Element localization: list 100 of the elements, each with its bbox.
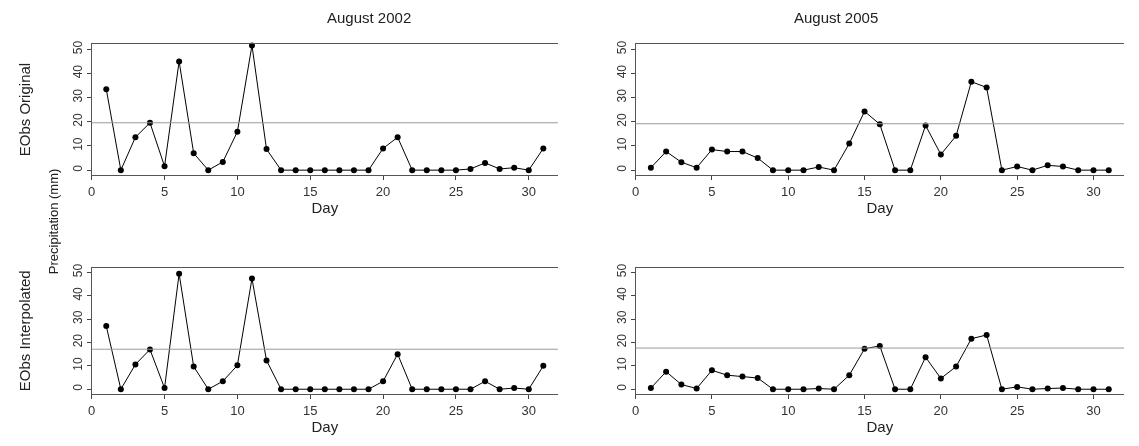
- point: [350, 386, 357, 393]
- point: [511, 164, 518, 171]
- point: [1090, 167, 1097, 174]
- point: [663, 368, 670, 375]
- point: [678, 159, 685, 166]
- x-axis-title: Day: [866, 198, 894, 216]
- point: [423, 386, 430, 393]
- x-tick-label: 15: [857, 402, 872, 418]
- x-tick-label: 10: [230, 402, 245, 418]
- x-tick-label: 15: [303, 402, 318, 418]
- x-tick-label: 0: [631, 402, 640, 418]
- y-tick-label: 0: [614, 383, 629, 391]
- point: [409, 386, 416, 393]
- x-tick-label: 20: [375, 183, 391, 199]
- point: [219, 158, 226, 165]
- point: [1029, 167, 1036, 174]
- point: [1090, 386, 1097, 393]
- point: [394, 134, 401, 141]
- point: [176, 58, 183, 65]
- point: [907, 167, 914, 174]
- point: [525, 386, 532, 393]
- y-tick-label: 30: [614, 310, 629, 324]
- point: [983, 331, 990, 338]
- chart-title: August 2005: [794, 9, 879, 26]
- y-tick-label: 10: [70, 357, 85, 371]
- point: [103, 323, 110, 330]
- x-tick-label: 30: [521, 183, 536, 199]
- point: [892, 386, 899, 393]
- point: [205, 167, 212, 174]
- point: [937, 375, 944, 382]
- x-tick-label: 5: [160, 183, 169, 199]
- point: [278, 386, 285, 393]
- point: [132, 134, 139, 141]
- point: [117, 386, 124, 393]
- y-tick-label: 50: [70, 263, 85, 278]
- point: [219, 378, 226, 385]
- x-tick-label: 20: [933, 183, 949, 199]
- point: [1075, 386, 1082, 393]
- x-tick-label: 20: [933, 402, 949, 418]
- point: [117, 167, 124, 174]
- y-tick-label: 20: [614, 333, 629, 348]
- point: [785, 167, 792, 174]
- point: [394, 351, 401, 358]
- point: [205, 386, 212, 393]
- point: [511, 385, 518, 392]
- point: [540, 145, 547, 152]
- point: [739, 148, 746, 155]
- x-axis-title: Day: [311, 417, 339, 435]
- x-tick-label: 5: [708, 402, 716, 418]
- point: [769, 167, 776, 174]
- point: [482, 159, 489, 166]
- point: [278, 167, 285, 174]
- point: [365, 386, 372, 393]
- point: [321, 167, 328, 174]
- point: [846, 372, 853, 379]
- point: [998, 386, 1005, 393]
- y-tick-label: 20: [614, 113, 629, 127]
- point: [438, 167, 445, 174]
- point: [103, 86, 110, 93]
- point: [769, 386, 776, 393]
- y-tick-label: 10: [70, 137, 85, 151]
- x-tick-label: 15: [857, 183, 872, 199]
- point: [263, 357, 270, 364]
- point: [922, 354, 929, 361]
- point: [525, 167, 532, 174]
- point: [647, 385, 654, 392]
- y-tick-label: 50: [614, 263, 629, 278]
- point: [815, 164, 822, 170]
- point: [234, 128, 241, 135]
- x-tick-label: 5: [160, 402, 169, 418]
- y-tick-label: 10: [614, 137, 629, 151]
- point: [724, 148, 731, 155]
- y-tick-label: 0: [614, 164, 629, 172]
- point: [815, 385, 822, 392]
- point: [800, 167, 807, 174]
- x-tick-label: 25: [448, 183, 464, 199]
- point: [892, 167, 899, 174]
- point: [263, 146, 270, 153]
- point: [998, 167, 1005, 174]
- point: [693, 164, 700, 171]
- point: [292, 386, 299, 393]
- point: [1014, 383, 1021, 390]
- y-tick-label: 0: [70, 164, 85, 172]
- point: [467, 386, 474, 393]
- point: [540, 362, 547, 369]
- y-tick-label: 10: [614, 357, 629, 371]
- point: [1075, 167, 1082, 174]
- y-tick-label: 20: [70, 333, 85, 348]
- x-tick-label: 0: [631, 183, 640, 199]
- point: [953, 132, 960, 139]
- y-tick-label: 40: [614, 286, 629, 301]
- point: [846, 140, 853, 147]
- text: EObs Interpolated: [15, 270, 33, 392]
- point: [831, 167, 838, 174]
- point: [693, 385, 700, 392]
- y-tick-label: 40: [614, 64, 629, 79]
- point: [739, 373, 746, 380]
- y-tick-label: 40: [70, 64, 85, 79]
- point: [907, 386, 914, 393]
- point: [968, 335, 975, 342]
